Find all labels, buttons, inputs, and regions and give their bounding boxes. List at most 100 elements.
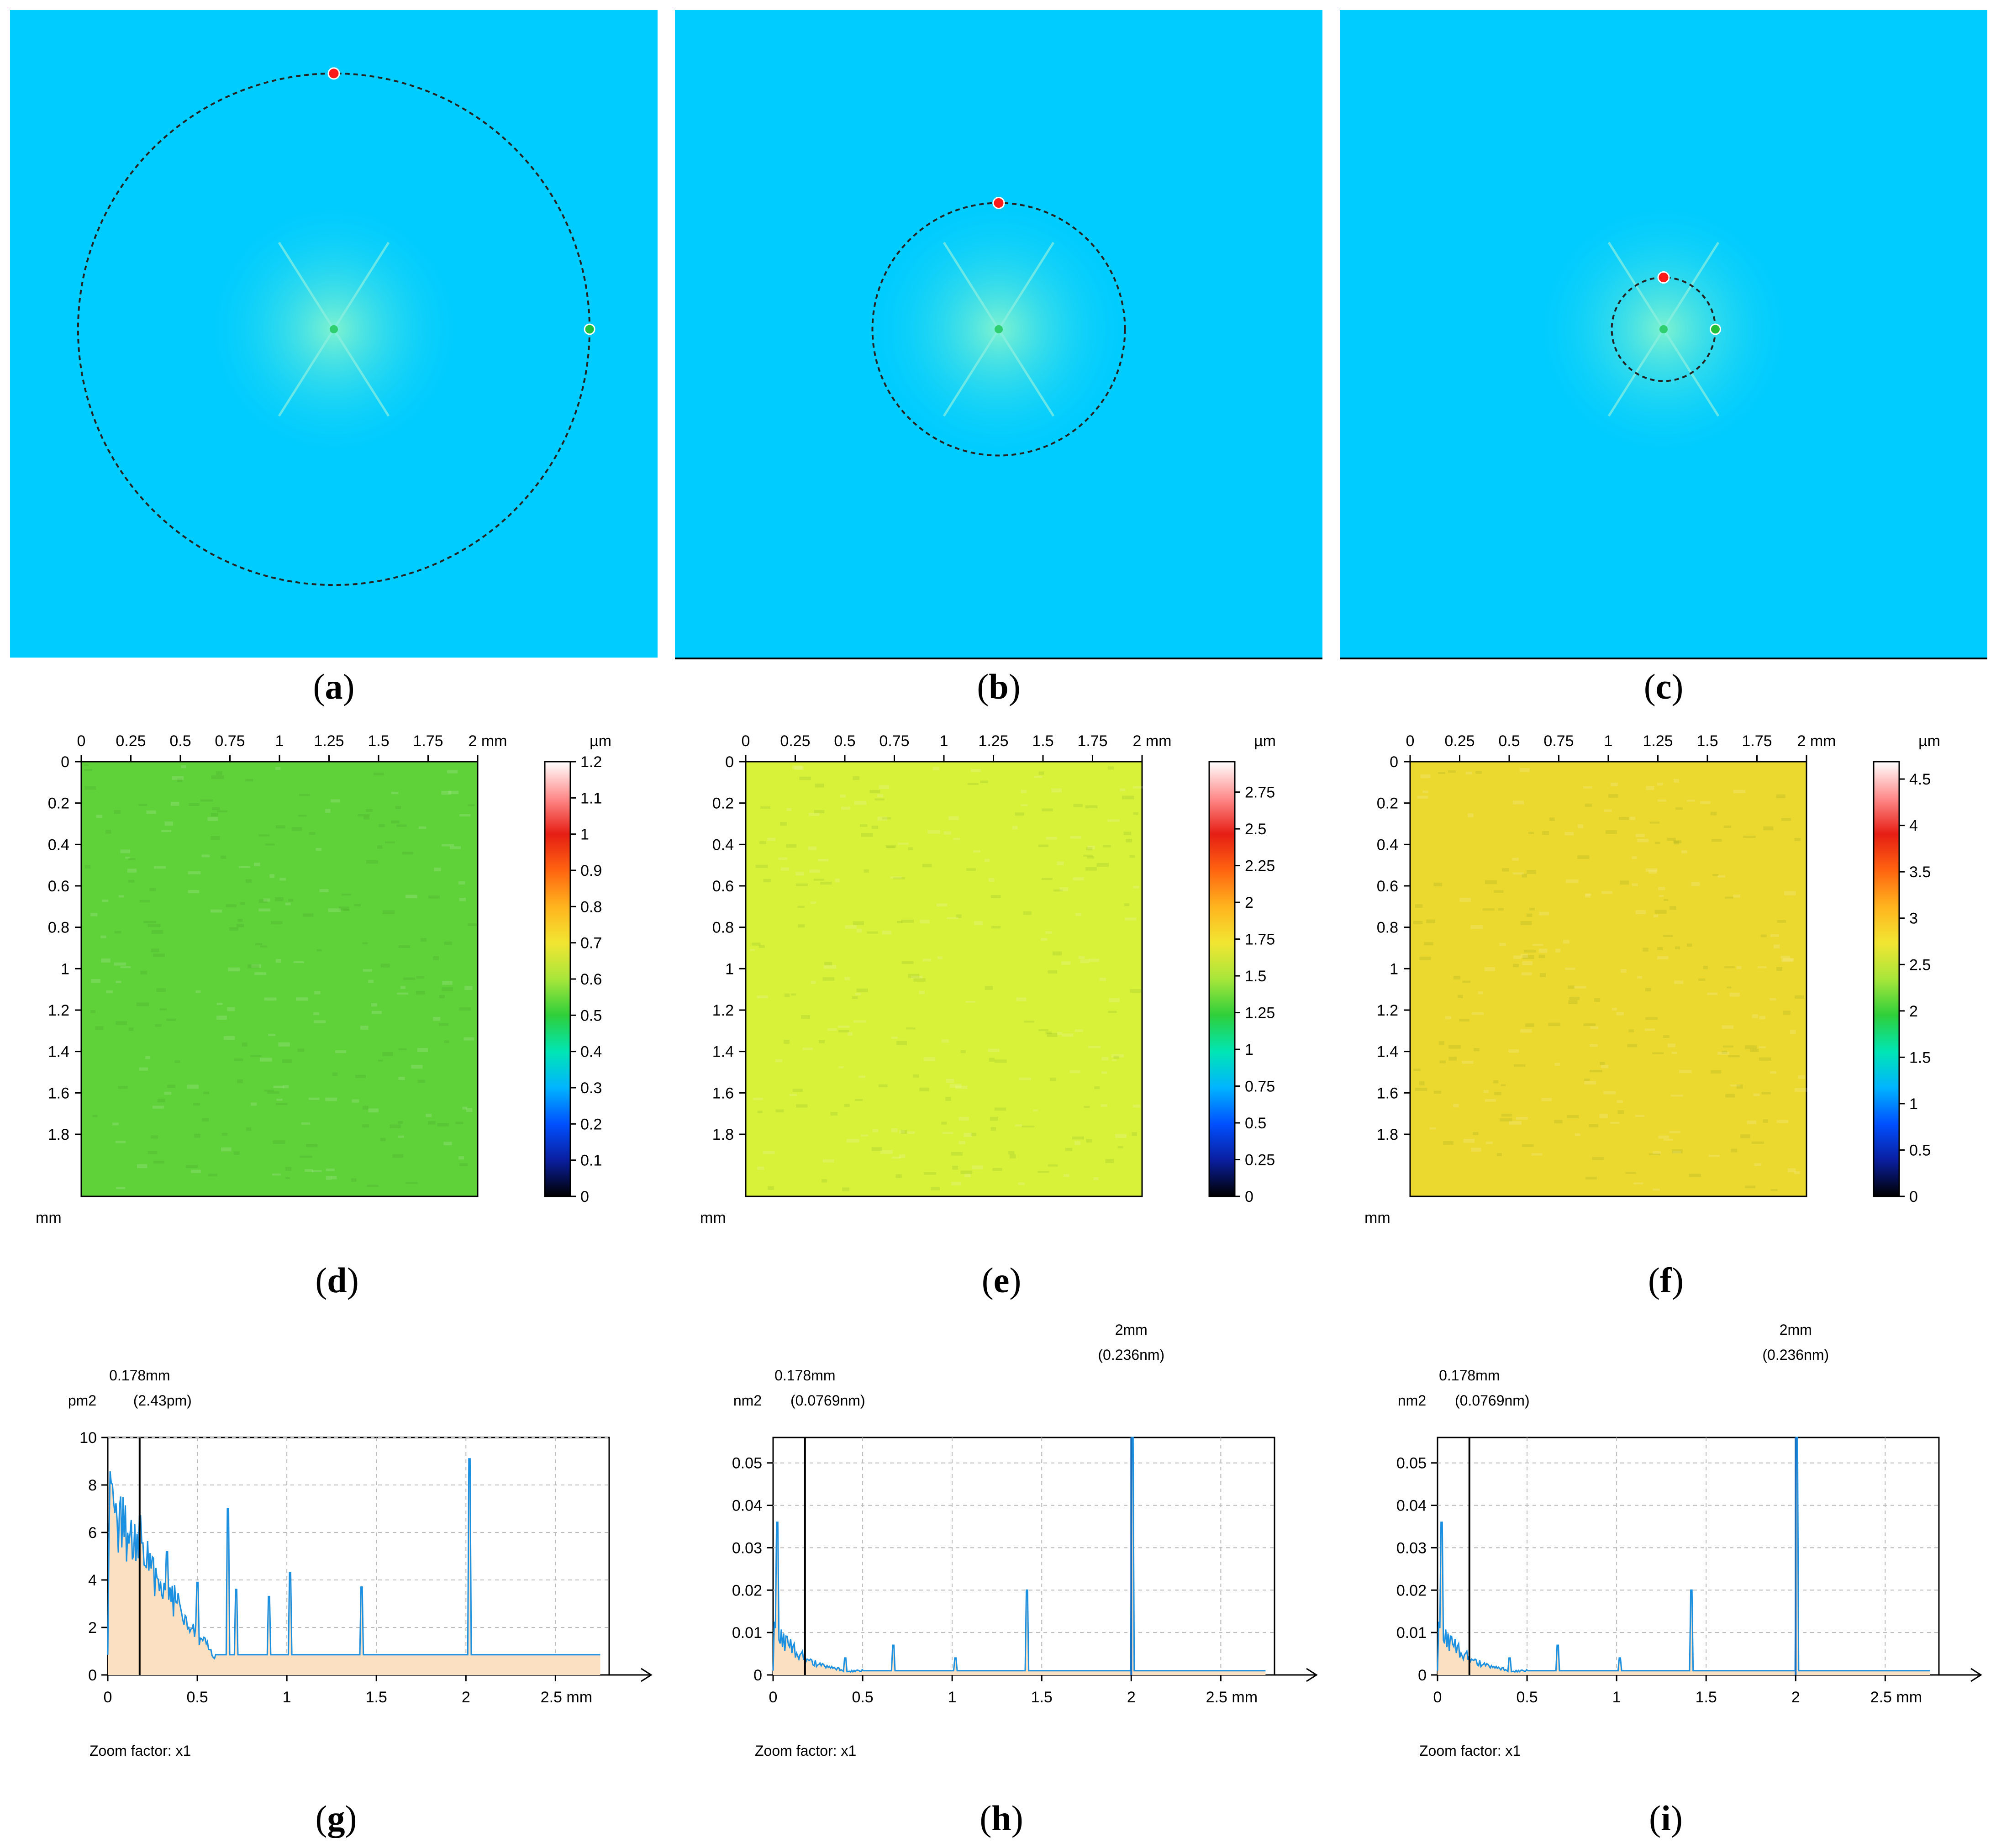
surface-speckle [1729, 992, 1740, 997]
scale-tick-label: 2 [1245, 894, 1253, 911]
surface-speckle [1649, 1153, 1660, 1155]
surface-speckle [418, 826, 427, 829]
surface-speckle [1048, 1164, 1058, 1167]
surface-speckle [886, 846, 895, 848]
surface-speckle [1101, 1057, 1109, 1061]
surface-speckle [1086, 1139, 1093, 1142]
caption-paren: ( [1648, 1260, 1660, 1300]
surface-speckle [819, 1040, 825, 1043]
spectrum-fill [108, 1458, 600, 1675]
surface-speckle [922, 863, 932, 868]
surface-speckle [390, 820, 400, 824]
caption-paren: ( [982, 1260, 994, 1300]
fft-marker-red [327, 67, 340, 80]
surface-speckle [1433, 882, 1443, 887]
surface-speckle [466, 1108, 473, 1112]
surface-speckle [966, 868, 976, 871]
surface-speckle [1787, 1168, 1796, 1173]
surface-speckle [790, 1094, 797, 1096]
surface-speckle [1123, 832, 1132, 835]
surface-speckle [276, 959, 282, 963]
surface-speckle [234, 1058, 243, 1061]
surface-speckle [1493, 1080, 1499, 1084]
surface-speckle [1658, 1135, 1669, 1139]
surface-speckle [1471, 1012, 1484, 1015]
surface-speckle [1737, 966, 1742, 969]
surface-speckle [1015, 1124, 1022, 1127]
spectrum-trace [772, 1437, 1266, 1673]
surface-speckle [1482, 908, 1495, 911]
surface-speckle [1628, 1029, 1634, 1032]
surface-speckle [1717, 1052, 1730, 1055]
surface-speckle [1632, 856, 1637, 859]
surface-speckle [139, 1067, 148, 1071]
surface-speckle [153, 953, 165, 957]
surface-speckle [780, 822, 787, 826]
surface-texture [1413, 768, 1807, 1191]
surface-speckle [1485, 1099, 1496, 1102]
surface-speckle [444, 941, 452, 945]
x-axis-arrow [1306, 1668, 1318, 1682]
surface-speckle [867, 931, 878, 934]
surface-speckle [314, 991, 321, 995]
surface-speckle [1654, 910, 1667, 914]
surface-speckle [908, 847, 913, 850]
surface-speckle [136, 1002, 149, 1006]
y-tick-label: 0 [1418, 1667, 1427, 1684]
caption-paren: ( [977, 667, 989, 706]
surface-speckle [331, 1176, 337, 1179]
surface-speckle [932, 767, 940, 770]
surface-speckle [276, 825, 285, 829]
surface-speckle [908, 974, 920, 978]
surface-speckle [992, 1168, 1002, 1171]
surface-speckle [373, 772, 384, 776]
surface-speckle [114, 931, 121, 934]
surface-speckle [300, 1155, 312, 1158]
surface-speckle [398, 1048, 407, 1051]
surface-speckle [363, 816, 369, 820]
surface-speckle [1770, 934, 1779, 937]
x-tick-label: 0 [1406, 732, 1415, 750]
surface-speckle [1759, 1057, 1771, 1061]
surface-speckle [960, 1170, 973, 1174]
surface-speckle [331, 799, 340, 803]
y-tick-label: 10 [79, 1429, 97, 1447]
surface-speckle [1008, 1151, 1015, 1155]
surface-speckle [245, 779, 253, 782]
surface-speckle [1564, 832, 1574, 836]
surface-speckle [371, 1003, 377, 1007]
surface-speckle [1099, 978, 1106, 981]
surface-speckle [246, 1127, 252, 1131]
surface-speckle [1443, 1141, 1454, 1145]
surface-speckle [1604, 809, 1612, 812]
x-tick-label: 1 [1604, 732, 1613, 750]
surface-speckle [948, 816, 959, 820]
surface-speckle [1645, 1017, 1658, 1020]
caption-letter: c [1656, 667, 1672, 706]
surface-speckle [853, 776, 860, 780]
surface-speckle [366, 860, 378, 864]
surface-speckle [237, 1079, 243, 1084]
surface-speckle [1073, 877, 1084, 881]
surface-speckle [811, 980, 816, 984]
surface-speckle [242, 1042, 248, 1047]
surface-speckle [1448, 1056, 1457, 1061]
y-tick-label: 2 [88, 1619, 97, 1637]
surface-speckle [1513, 1064, 1526, 1067]
surface-speckle [297, 1048, 305, 1052]
y-tick-label: 0.04 [732, 1497, 762, 1515]
surface-speckle [1475, 771, 1482, 774]
surface-speckle [1048, 970, 1058, 974]
surface-speckle [1016, 997, 1027, 1001]
surface-speckle [1653, 1188, 1660, 1191]
surface-speckle [792, 1089, 803, 1092]
x-tick-label: 1.5 [366, 1689, 387, 1706]
y-unit-label: nm2 [1398, 1392, 1426, 1409]
surface-speckle [202, 1118, 209, 1122]
surface-speckle [1061, 961, 1071, 965]
surface-speckle [885, 845, 896, 848]
surface-speckle [911, 975, 923, 979]
surface-speckle [899, 1154, 906, 1158]
surface-speckle [947, 917, 959, 919]
surface-speckle [444, 1040, 450, 1043]
